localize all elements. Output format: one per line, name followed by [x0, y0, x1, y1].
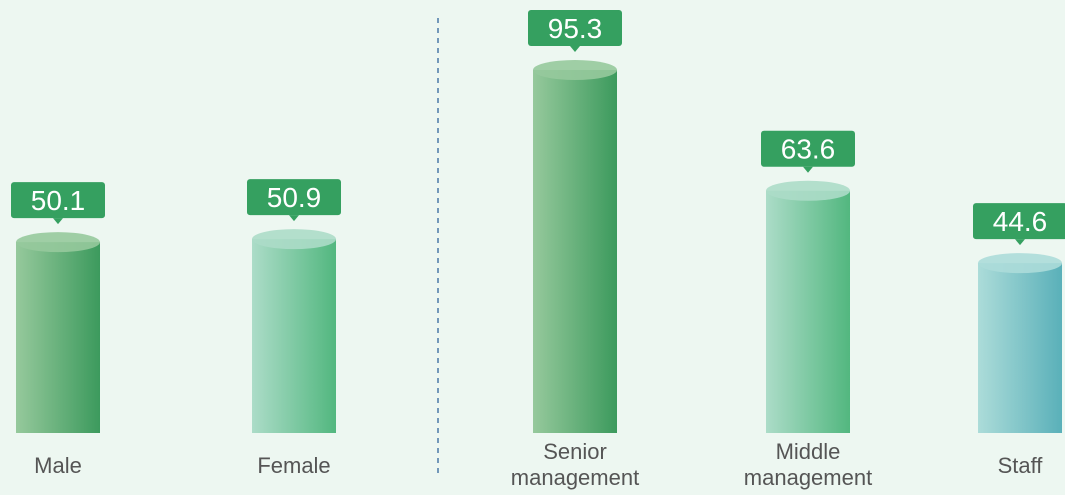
label-box: [761, 130, 855, 167]
bar-top: [978, 253, 1062, 274]
label-box: [528, 10, 622, 46]
bar-top: [252, 229, 336, 250]
x-tick-label: Middle management: [743, 439, 873, 490]
label-pointer: [803, 166, 813, 173]
label-box: [11, 182, 105, 219]
bar: [252, 239, 336, 433]
label-pointer: [570, 46, 580, 52]
bar: [533, 70, 617, 433]
label-box: [973, 203, 1065, 240]
label-pointer: [53, 218, 63, 225]
value-label: 63.6: [781, 134, 836, 165]
bar-top: [533, 60, 617, 80]
value-label: 95.3: [548, 13, 603, 44]
value-label: 50.9: [267, 182, 322, 213]
label-pointer: [1015, 239, 1025, 246]
bar: [766, 190, 850, 433]
bar-top: [16, 232, 100, 253]
bar: [978, 263, 1062, 433]
x-tick-label: Male: [34, 453, 82, 478]
x-tick-label: Staff: [997, 453, 1043, 478]
value-label: 50.1: [31, 185, 86, 216]
label-box: [247, 179, 341, 216]
value-label: 44.6: [993, 206, 1048, 237]
label-pointer: [289, 215, 299, 222]
bar: [16, 242, 100, 433]
x-tick-label: Female: [257, 453, 331, 478]
bar-top: [766, 180, 850, 201]
x-tick-label: Senior management: [510, 439, 640, 490]
